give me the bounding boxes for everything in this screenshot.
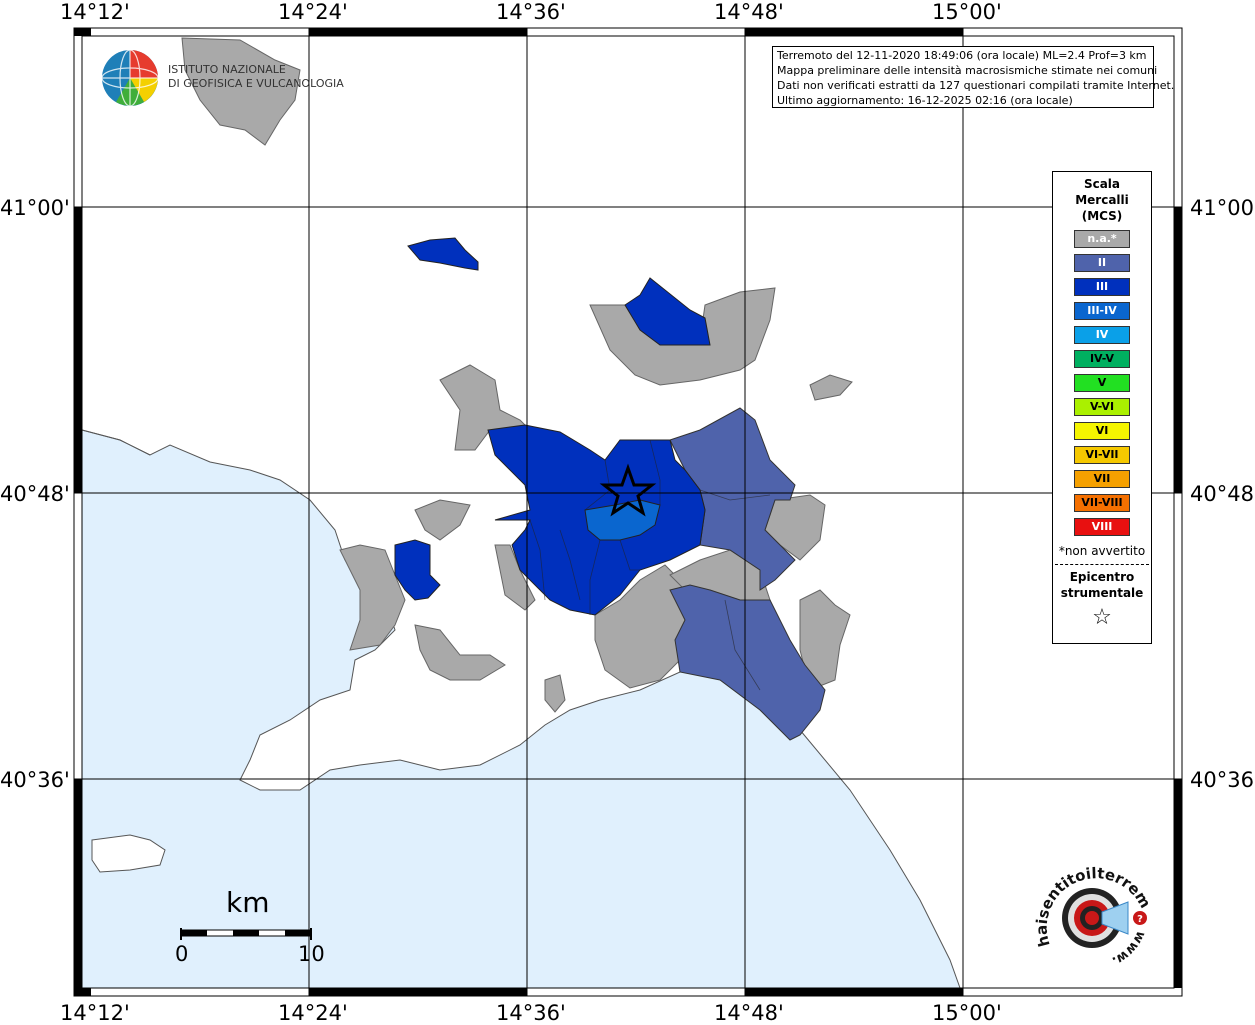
event-info-line-2: Mappa preliminare delle intensità macros… [777, 64, 1158, 77]
legend-item: IV-V [1074, 350, 1130, 368]
legend-item: n.a.* [1074, 230, 1130, 248]
map-frame [73, 27, 1183, 997]
legend-item: VII-VIII [1074, 494, 1130, 512]
lon-label-bottom-5: 15°00' [932, 1001, 1002, 1025]
lat-label-left-1: 41°00' [0, 196, 70, 220]
legend-item: IV [1074, 326, 1130, 344]
intensity-legend: Scala Mercalli (MCS) n.a.* II III III-IV IV I… [1052, 171, 1152, 644]
legend-title-1: Scala [1083, 177, 1121, 191]
lat-label-left-3: 40°36' [0, 768, 70, 792]
lat-label-left-2: 40°48' [0, 482, 70, 506]
lon-label-bottom-2: 14°24' [278, 1001, 348, 1025]
event-info-line-3: Dati non verificati estratti da 127 ques… [777, 79, 1175, 92]
legend-item: III-IV [1074, 302, 1130, 320]
legend-item: II [1074, 254, 1130, 272]
island [91, 834, 166, 873]
legend-epicenter-line-2: strumentale [1060, 586, 1144, 600]
ingv-line-1: ISTITUTO NAZIONALE [168, 63, 286, 76]
legend-items: n.a.* II III III-IV IV IV-V V V-VI VI VI-VII VII VI… [1053, 230, 1151, 536]
ingv-name: ISTITUTO NAZIONALE DI GEOFISICA E VULCAN… [168, 63, 344, 91]
legend-item: VI-VII [1074, 446, 1130, 464]
scale-unit: km [226, 886, 270, 919]
legend-item: VII [1074, 470, 1130, 488]
legend-title-3: (MCS) [1081, 209, 1123, 223]
svg-text:?: ? [1137, 914, 1143, 925]
legend-title-2: Mercalli [1075, 193, 1129, 207]
epicenter-star [599, 463, 657, 517]
lat-label-right-1: 41°00' [1190, 196, 1255, 220]
legend-item: VI [1074, 422, 1130, 440]
legend-title: Scala Mercalli (MCS) [1053, 176, 1151, 224]
lon-label-bottom-4: 14°48' [714, 1001, 784, 1025]
legend-item: III [1074, 278, 1130, 296]
lat-label-right-2: 40°48' [1190, 482, 1255, 506]
scale-bar [180, 928, 312, 940]
lat-label-right-3: 40°36' [1190, 768, 1255, 792]
lon-label-top-5: 15°00' [932, 0, 1002, 24]
star-icon: ☆ [1092, 605, 1112, 630]
lon-label-bottom-1: 14°12' [60, 1001, 130, 1025]
legend-epicenter-label: Epicentro strumentale [1053, 569, 1151, 601]
lon-label-top-4: 14°48' [714, 0, 784, 24]
lon-label-top-3: 14°36' [496, 0, 566, 24]
graticule [74, 28, 1182, 996]
lon-label-top-2: 14°24' [278, 0, 348, 24]
legend-item: V [1074, 374, 1130, 392]
legend-epicenter-line-1: Epicentro [1069, 570, 1135, 584]
lon-label-top-1: 14°12' [60, 0, 130, 24]
globe-icon [101, 49, 159, 107]
ingv-logo: ISTITUTO NAZIONALE DI GEOFISICA E VULCAN… [100, 48, 344, 110]
ingv-line-2: DI GEOFISICA E VULCANOLOGIA [168, 77, 344, 90]
event-info-line-4: Ultimo aggiornamento: 16-12-2025 02:16 (… [777, 94, 1073, 107]
legend-note: *non avvertito [1058, 544, 1146, 558]
legend-item: VIII [1074, 518, 1130, 536]
legend-item: V-VI [1074, 398, 1130, 416]
scale-min: 0 [175, 942, 189, 966]
scale-max: 10 [298, 942, 325, 966]
legend-divider [1055, 564, 1149, 565]
lon-label-bottom-3: 14°36' [496, 1001, 566, 1025]
haisentito-logo: haisentitoilterremoto.it www. ? [1030, 850, 1154, 968]
event-info-box: Terremoto del 12-11-2020 18:49:06 (ora l… [772, 46, 1175, 108]
event-info-line-1: Terremoto del 12-11-2020 18:49:06 (ora l… [777, 49, 1147, 62]
